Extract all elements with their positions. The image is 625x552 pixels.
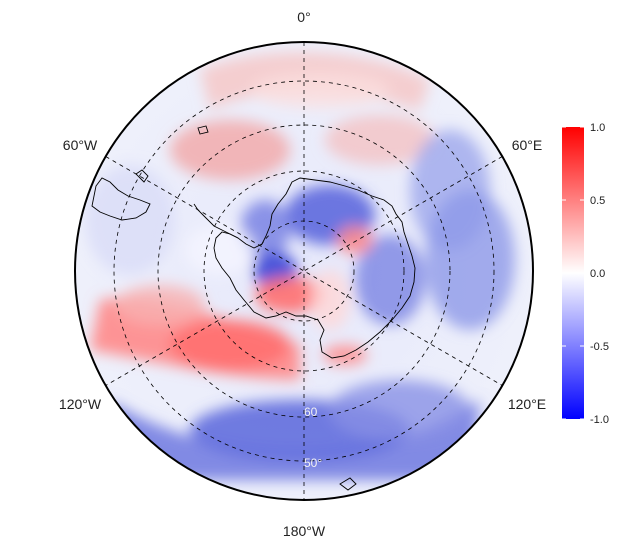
map-boundary	[74, 41, 534, 501]
graticule	[105, 42, 503, 500]
lat-circle-60	[157, 124, 451, 418]
south-america-tip	[91, 177, 151, 221]
lon-label-lower-left: 120°W	[59, 396, 102, 412]
positive-patch-upper-left	[170, 120, 290, 180]
colorbar-gradient	[562, 127, 584, 419]
coastlines	[91, 125, 416, 491]
lon-label-upper-right: 60°E	[512, 137, 543, 153]
colorbar-tick-label: 1.0	[590, 122, 605, 134]
positive-patch-peninsula	[255, 277, 325, 313]
negative-patch-pacific	[110, 400, 480, 480]
lat-label-60: 60	[304, 405, 318, 419]
lat-label-50: 50°	[304, 456, 322, 470]
colorbar-tick-label: 0.5	[590, 195, 605, 207]
colorbar-tick-label: -1.0	[590, 414, 609, 426]
lon-label-top: 0°	[297, 9, 310, 25]
lon-label-upper-left: 60°W	[63, 137, 98, 153]
colorbar-ticks: 1.0 0.5 0.0 -0.5 -1.0	[562, 122, 609, 426]
antarctica-coastline	[213, 177, 416, 359]
anomaly-field	[75, 42, 533, 500]
colorbar-tick-label: 0.0	[590, 268, 605, 280]
colorbar-tick-label: -0.5	[590, 341, 609, 353]
colorbar: 1.0 0.5 0.0 -0.5 -1.0	[562, 122, 609, 426]
positive-patch-upper-right	[325, 115, 435, 165]
lon-label-bottom: 180°W	[283, 523, 326, 539]
lon-label-lower-right: 120°E	[508, 396, 546, 412]
lat-circle-70	[203, 170, 405, 372]
